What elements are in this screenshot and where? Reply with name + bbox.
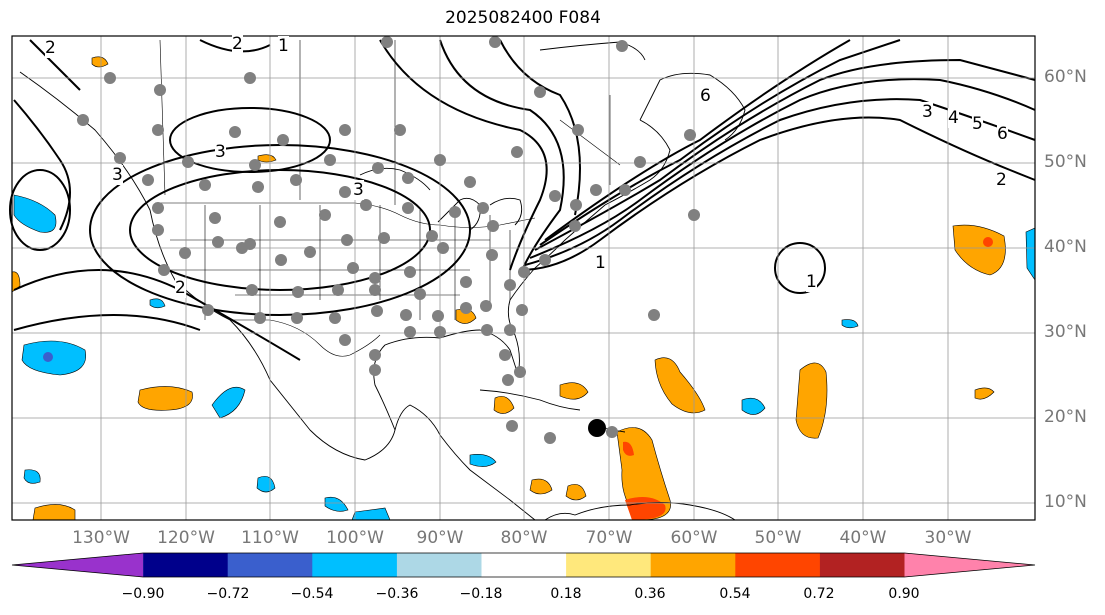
lon-label: 120°W [157,528,215,548]
colorbar-segment [566,553,652,577]
station-markers [77,36,700,444]
contour-label: 3 [215,142,226,162]
colorbar-segment [819,553,905,577]
lon-label: 30°W [924,528,972,548]
colorbar-segment [227,553,313,577]
colorbar-tick: −0.18 [459,586,503,602]
colorbar-tick: −0.90 [121,586,165,602]
contour-label: 6 [997,124,1008,144]
lon-label: 80°W [500,528,548,548]
colorbar-segment [396,553,482,577]
borders [155,39,621,357]
lon-label: 90°W [416,528,464,548]
coastlines [19,41,746,521]
lon-label: 40°W [839,528,887,548]
contour-label: 3 [922,102,933,122]
colorbar-outline [11,552,1036,578]
lat-lon-grid [12,36,1035,520]
colorbar-segment [904,553,1035,577]
contour-lines [9,39,1036,361]
colorbar-tick: 0.90 [888,586,920,602]
colorbar-segment [143,553,229,577]
contour-label: 3 [353,180,364,200]
lat-label: 30°N [1044,322,1087,342]
colorbar-tick: 0.36 [634,586,666,602]
lon-label: 60°W [670,528,718,548]
contour-label: 1 [806,272,817,292]
contour-label: 5 [972,114,983,134]
lat-label: 10°N [1044,492,1087,512]
colorbar-tick: −0.36 [375,586,419,602]
colorbar-tick: 0.72 [803,586,835,602]
colorbar-tick: 0.18 [550,586,582,602]
contour-label: 2 [45,38,56,58]
lon-label: 110°W [241,528,299,548]
highlight-marker [588,419,606,437]
colorbar [11,552,1036,578]
lat-label: 50°N [1044,152,1087,172]
contour-label: 2 [232,34,243,54]
anomaly-shading [11,56,1036,521]
lon-label: 50°W [754,528,802,548]
lon-label: 100°W [326,528,384,548]
contour-label: 6 [700,86,711,106]
lat-label: 60°N [1044,67,1087,87]
contour-label: 1 [278,36,289,56]
colorbar-tick: −0.72 [206,586,250,602]
colorbar-segment [12,553,144,577]
colorbar-tick: −0.54 [290,586,334,602]
colorbar-segment [650,553,736,577]
contour-label: 1 [595,253,606,273]
map-title: 2025082400 F084 [445,8,601,28]
contour-label: 4 [948,108,959,128]
contour-label: 3 [112,165,123,185]
map-frame [11,35,1036,521]
colorbar-segment [312,553,398,577]
contour-label: 2 [996,170,1007,190]
colorbar-segment [735,553,821,577]
colorbar-tick: 0.54 [719,586,751,602]
lon-label: 70°W [585,528,633,548]
lon-label: 130°W [72,528,130,548]
lat-label: 40°N [1044,237,1087,257]
contour-label: 2 [175,278,186,298]
colorbar-segment [481,553,567,577]
lat-label: 20°N [1044,407,1087,427]
